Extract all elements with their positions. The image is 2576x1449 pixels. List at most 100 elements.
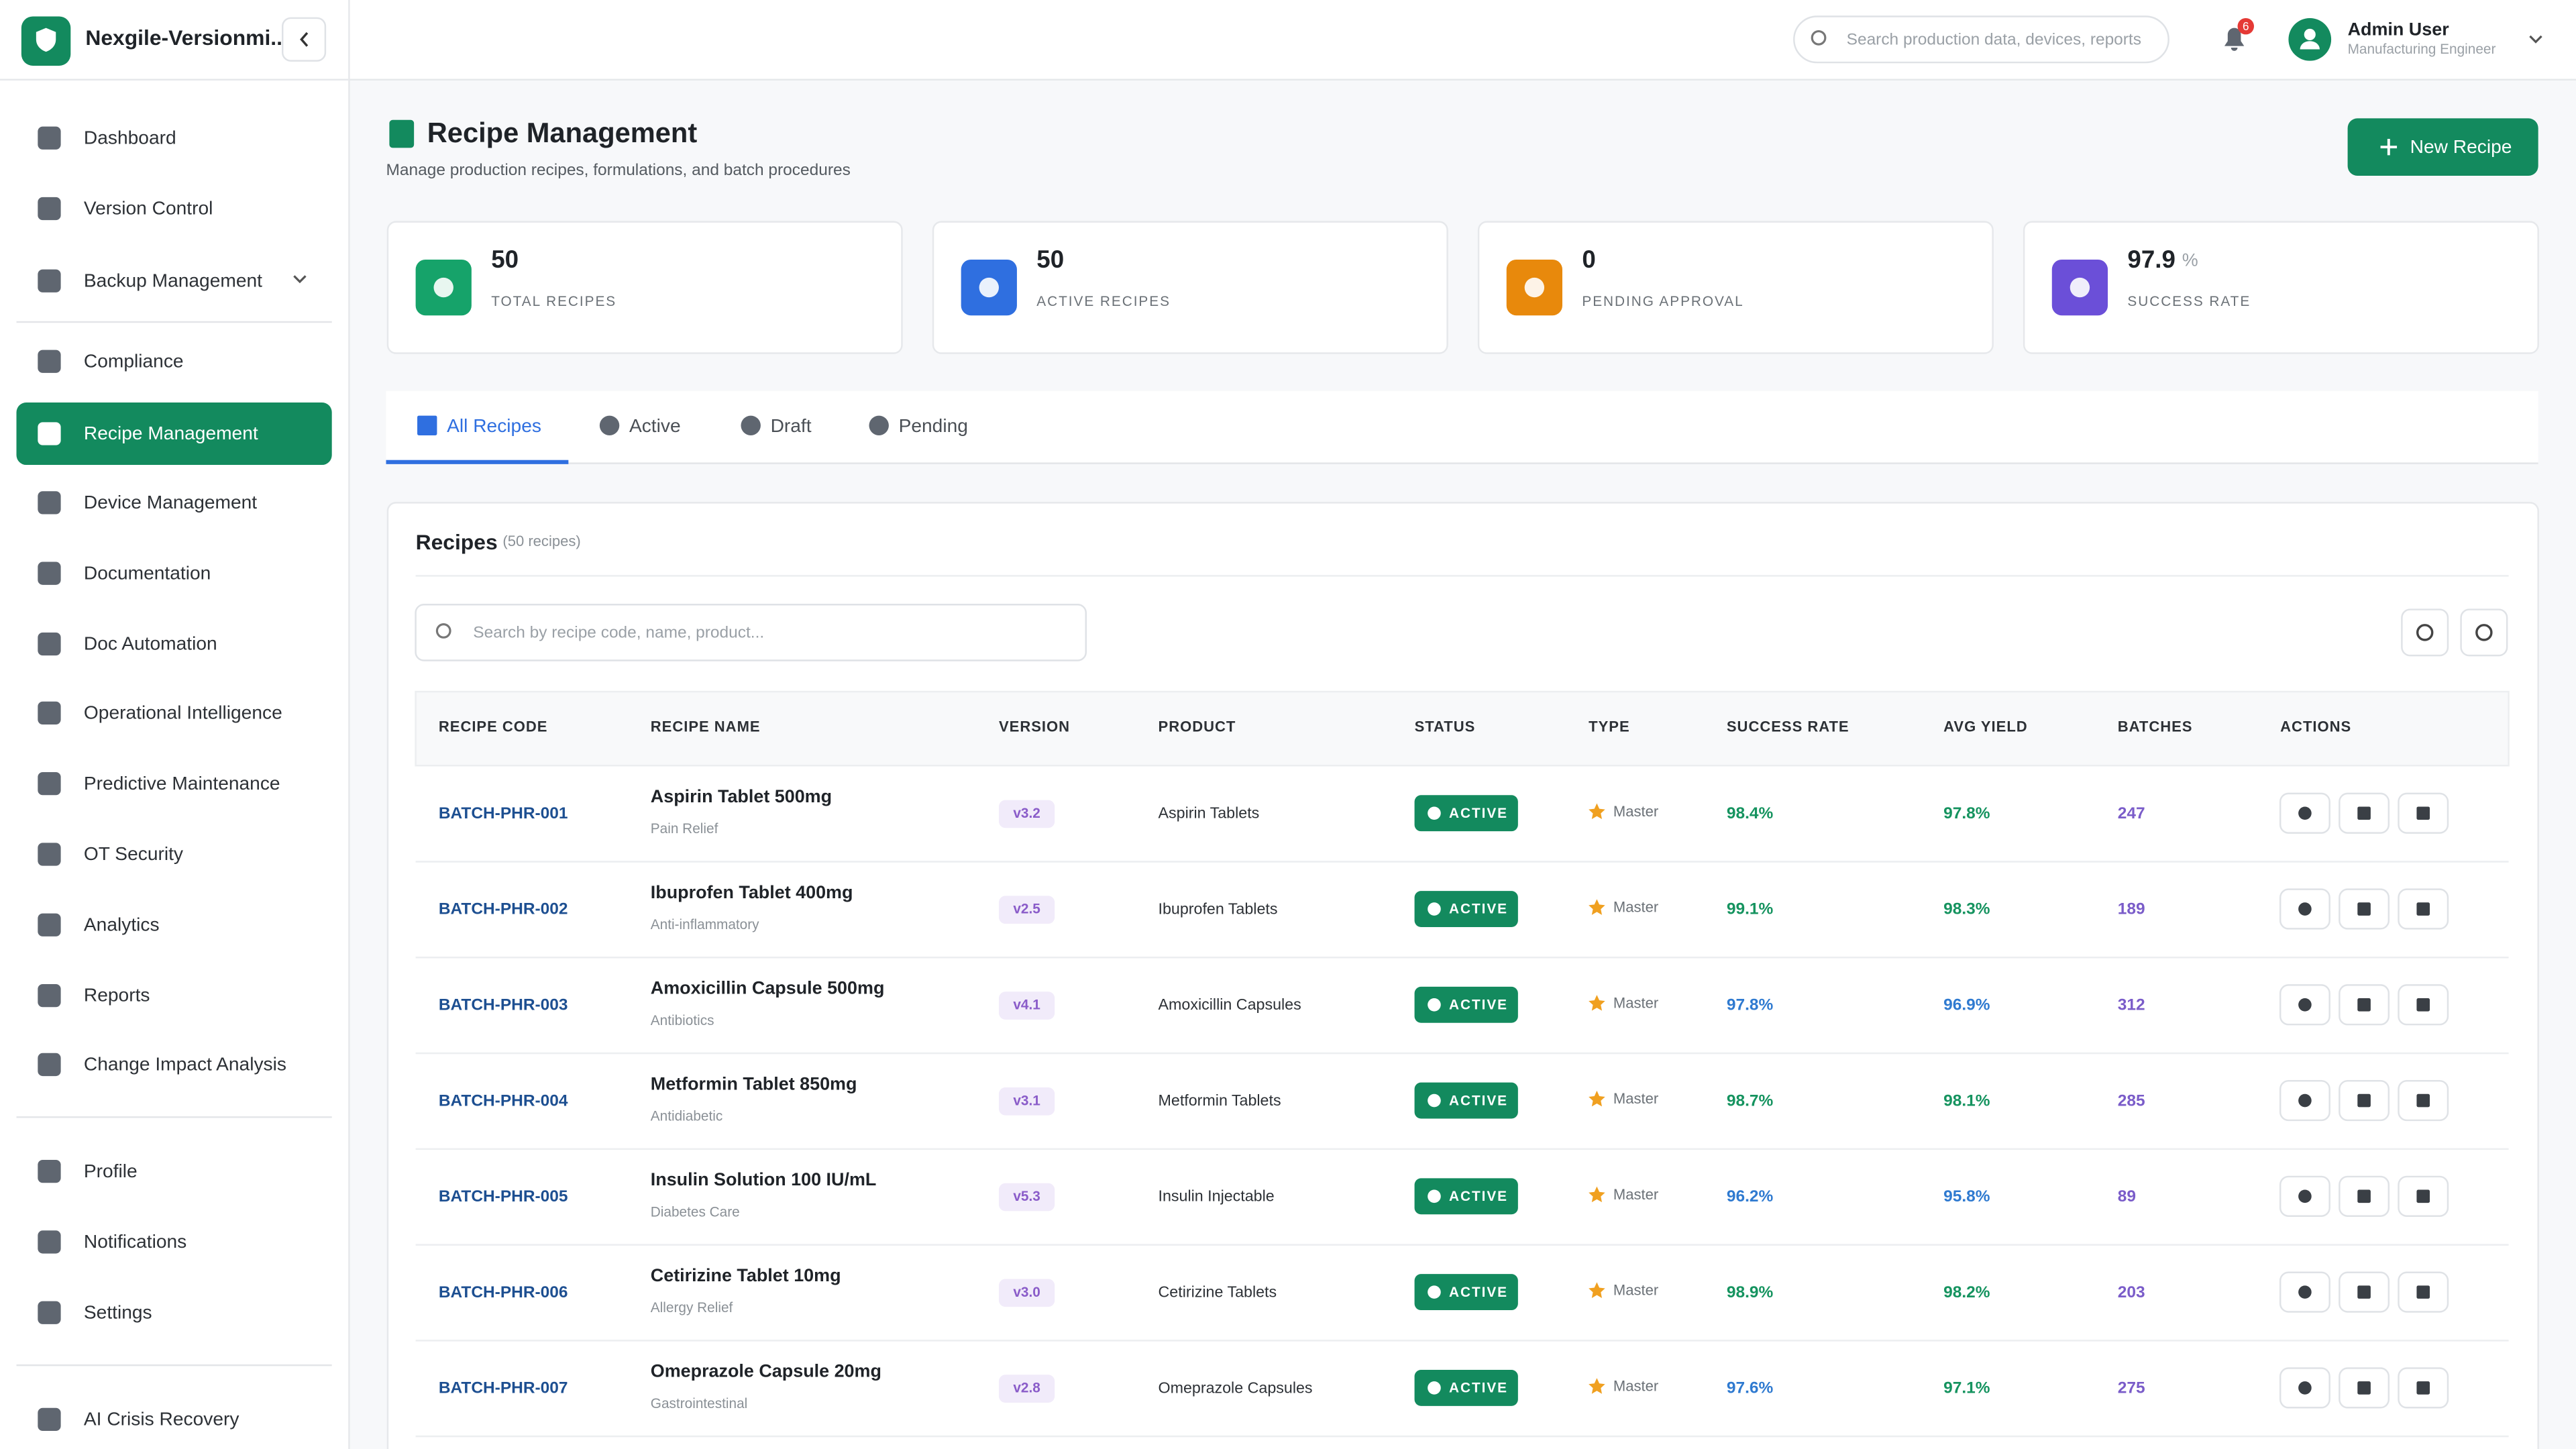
type: Master bbox=[1613, 803, 1658, 820]
nav-item[interactable]: OT Security bbox=[84, 843, 184, 864]
tab-label[interactable]: Pending bbox=[899, 415, 968, 436]
nav-item[interactable]: Recipe Management bbox=[84, 423, 258, 443]
stat-card bbox=[1477, 221, 1994, 354]
batches: 189 bbox=[2118, 900, 2145, 918]
version: v5.3 bbox=[1013, 1189, 1040, 1204]
recipe-code[interactable]: BATCH-PHR-005 bbox=[439, 1187, 568, 1205]
tab-label[interactable]: All Recipes bbox=[447, 415, 541, 436]
product: Omeprazole Capsules bbox=[1159, 1379, 1313, 1396]
user-name: Admin User bbox=[2348, 19, 2450, 39]
recipe-code[interactable]: BATCH-PHR-006 bbox=[439, 1283, 568, 1301]
status: ACTIVE bbox=[1449, 806, 1508, 821]
toolbar-icon bbox=[2416, 624, 2434, 641]
version-pill bbox=[998, 1183, 1055, 1212]
user-menu-chevron[interactable] bbox=[2529, 35, 2542, 44]
recipe-category: Anti-inflammatory bbox=[651, 917, 759, 932]
nav-item[interactable]: Compliance bbox=[84, 350, 184, 371]
tab-label[interactable]: Active bbox=[629, 415, 681, 436]
nav-expand-chevron[interactable] bbox=[293, 275, 307, 284]
action-icon bbox=[2298, 1189, 2312, 1203]
status: ACTIVE bbox=[1449, 1381, 1508, 1396]
recipe-code[interactable]: BATCH-PHR-001 bbox=[439, 804, 568, 822]
version-pill bbox=[998, 1087, 1055, 1116]
tab-active-indicator bbox=[386, 460, 569, 464]
nav-item[interactable]: Profile bbox=[84, 1161, 138, 1181]
nav-icon bbox=[38, 772, 61, 796]
action-icon bbox=[2416, 998, 2430, 1012]
nav-item[interactable]: Device Management bbox=[84, 492, 257, 513]
action-icon bbox=[2416, 1285, 2430, 1299]
nav-icon bbox=[38, 197, 61, 221]
recipe-name: Ibuprofen Tablet 400mg bbox=[651, 882, 853, 902]
recipe-category: Antibiotics bbox=[651, 1013, 714, 1028]
collapse-button[interactable] bbox=[282, 17, 327, 62]
nav-item[interactable]: Operational Intelligence bbox=[84, 702, 282, 723]
sidebar bbox=[0, 0, 349, 1449]
recipe-code[interactable]: BATCH-PHR-003 bbox=[439, 996, 568, 1014]
stat-icon-glyph bbox=[433, 277, 453, 298]
version-pill bbox=[998, 991, 1055, 1020]
recipe-category: Antidiabetic bbox=[651, 1109, 723, 1124]
action-icon bbox=[2416, 1381, 2430, 1395]
stat-label: ACTIVE RECIPES bbox=[1036, 294, 1171, 309]
recipe-name: Omeprazole Capsule 20mg bbox=[651, 1361, 881, 1381]
refresh-button[interactable] bbox=[2401, 608, 2449, 657]
nav-item[interactable]: Reports bbox=[84, 985, 150, 1006]
avg-yield: 98.2% bbox=[1943, 1283, 1990, 1301]
status-pill bbox=[1414, 986, 1518, 1023]
recipe-code[interactable]: BATCH-PHR-002 bbox=[439, 900, 568, 918]
nav-item[interactable]: Predictive Maintenance bbox=[84, 773, 280, 794]
nav-item[interactable]: Doc Automation bbox=[84, 633, 217, 654]
avatar-body bbox=[2300, 41, 2320, 50]
search-placeholder: Search production data, devices, reports bbox=[1847, 30, 2141, 48]
recipe-code[interactable]: BATCH-PHR-007 bbox=[439, 1379, 568, 1397]
nav-item[interactable]: Settings bbox=[84, 1301, 152, 1322]
column-header: SUCCESS RATE bbox=[1727, 718, 1849, 735]
nav-item[interactable]: Version Control bbox=[84, 198, 213, 219]
nav-icon bbox=[38, 1053, 61, 1077]
nav-item[interactable]: Change Impact Analysis bbox=[84, 1054, 286, 1075]
action-icon bbox=[2357, 806, 2371, 820]
version: v3.2 bbox=[1013, 806, 1040, 821]
stat-unit: % bbox=[2182, 250, 2198, 270]
recipe-name: Cetirizine Tablet 10mg bbox=[651, 1265, 841, 1285]
app-name: Nexgile-Versionmi... bbox=[85, 25, 288, 50]
avatar-icon bbox=[2304, 28, 2316, 40]
column-header: STATUS bbox=[1415, 718, 1476, 735]
column-header: VERSION bbox=[999, 718, 1070, 735]
nav-icon bbox=[38, 1159, 61, 1183]
stat-value: 50 bbox=[491, 246, 519, 273]
batches: 247 bbox=[2118, 804, 2145, 822]
column-header: PRODUCT bbox=[1159, 718, 1236, 735]
status-icon bbox=[1428, 998, 1441, 1012]
status-pill bbox=[1414, 1178, 1518, 1215]
table-search[interactable] bbox=[415, 604, 1087, 661]
recipe-category: Pain Relief bbox=[651, 821, 718, 837]
nav-item[interactable]: Documentation bbox=[84, 562, 211, 583]
batches: 285 bbox=[2118, 1091, 2145, 1110]
nav-item[interactable]: Analytics bbox=[84, 914, 160, 934]
tab-label[interactable]: Draft bbox=[771, 415, 812, 436]
recipe-code[interactable]: BATCH-PHR-004 bbox=[439, 1091, 568, 1110]
nav-icon bbox=[38, 843, 61, 866]
download-button[interactable] bbox=[2460, 608, 2508, 657]
nav-item[interactable]: AI Crisis Recovery bbox=[84, 1409, 239, 1430]
stat-value: 50 bbox=[1036, 246, 1064, 273]
column-header: ACTIONS bbox=[2280, 718, 2351, 735]
action-icon bbox=[2357, 1285, 2371, 1299]
avg-yield: 95.8% bbox=[1943, 1187, 1990, 1205]
table-count: (50 recipes) bbox=[502, 533, 580, 549]
new-recipe-button[interactable] bbox=[2347, 118, 2538, 176]
status-icon bbox=[1428, 1285, 1441, 1299]
batches: 89 bbox=[2118, 1187, 2136, 1205]
stat-icon-glyph bbox=[2070, 277, 2090, 298]
logo-shield bbox=[36, 28, 56, 52]
global-search[interactable] bbox=[1793, 15, 2169, 64]
success-rate: 98.7% bbox=[1727, 1091, 1774, 1110]
nav-item[interactable]: Dashboard bbox=[84, 127, 176, 148]
nav-item[interactable]: Backup Management bbox=[84, 270, 262, 290]
version: v2.8 bbox=[1013, 1381, 1040, 1396]
bell-icon[interactable] bbox=[2224, 28, 2245, 51]
table-header bbox=[415, 690, 2510, 767]
nav-item[interactable]: Notifications bbox=[84, 1231, 186, 1252]
